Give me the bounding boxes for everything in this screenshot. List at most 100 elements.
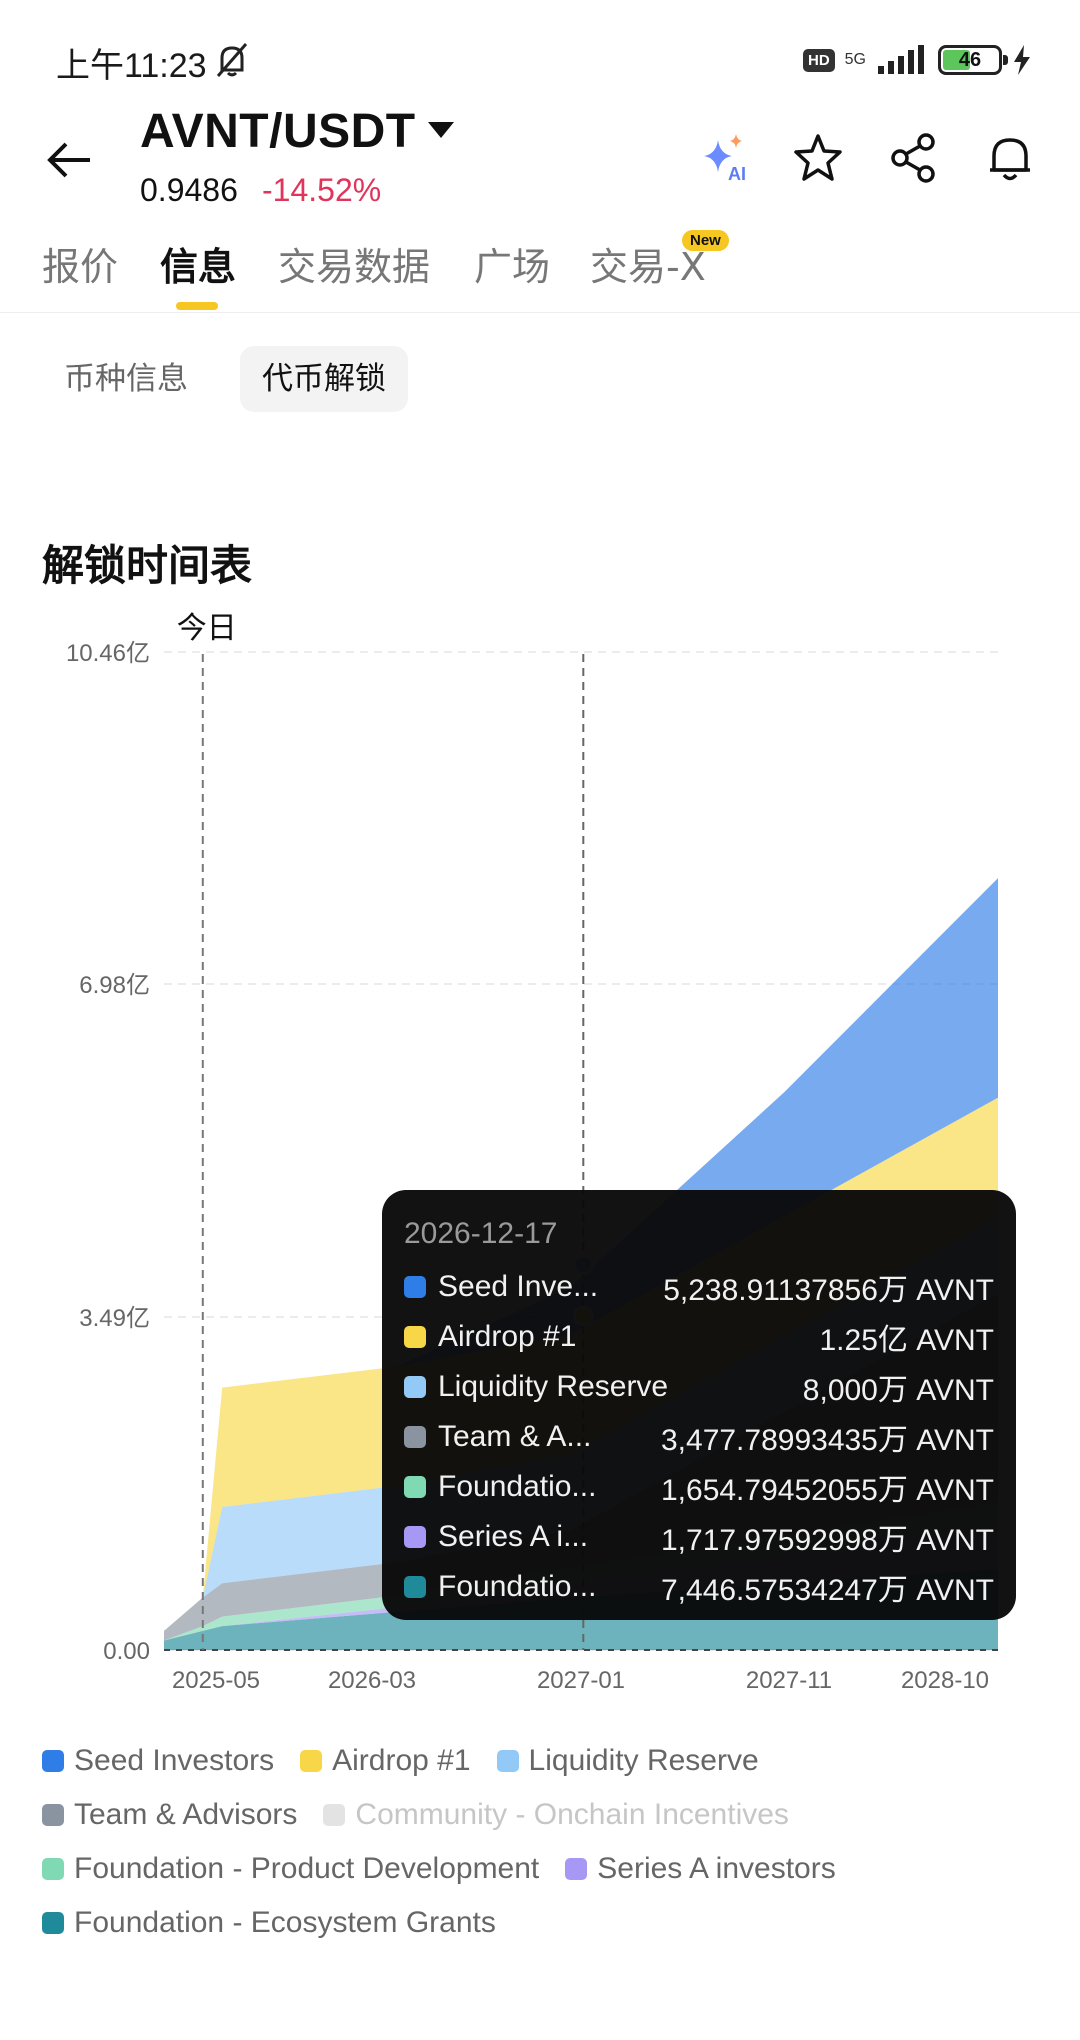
x-tick-label: 2027-11 bbox=[746, 1667, 832, 1694]
tooltip-series-value: 5,238.91137856万 AVNT bbox=[663, 1274, 994, 1307]
legend-label: Airdrop #1 bbox=[332, 1744, 471, 1777]
tooltip-swatch bbox=[404, 1526, 426, 1548]
ai-sparkle-icon[interactable]: AI bbox=[696, 130, 752, 186]
legend-item[interactable]: Series A investors bbox=[565, 1852, 836, 1886]
tab-trading-data[interactable]: 交易数据 bbox=[278, 245, 431, 289]
tooltip-row: Team & A... 3,477.78993435万 AVNT bbox=[404, 1412, 994, 1462]
chart-legend: Seed Investors Airdrop #1 Liquidity Reserv… bbox=[42, 1734, 1042, 1950]
legend-item[interactable]: Liquidity Reserve bbox=[496, 1744, 759, 1778]
tooltip-row: Foundatio... 7,446.57534247万 AVNT bbox=[404, 1562, 994, 1612]
legend-swatch bbox=[42, 1858, 64, 1880]
main-tabs: 报价 信息 交易数据 广场 交易-X bbox=[0, 220, 1080, 313]
legend-label: Community - Onchain Incentives bbox=[355, 1798, 789, 1831]
network-label: 5G bbox=[844, 51, 866, 68]
legend-label: Liquidity Reserve bbox=[528, 1744, 759, 1777]
y-tick-label: 6.98亿 bbox=[79, 972, 150, 999]
back-arrow-icon[interactable] bbox=[46, 136, 94, 184]
y-tick-label: 3.49亿 bbox=[79, 1305, 150, 1332]
legend-item[interactable]: Foundation - Product Development bbox=[42, 1852, 539, 1886]
tooltip-series-value: 3,477.78993435万 AVNT bbox=[660, 1424, 994, 1457]
last-price: 0.9486 bbox=[140, 172, 238, 208]
star-icon[interactable] bbox=[790, 130, 846, 186]
legend-item[interactable]: Foundation - Ecosystem Grants bbox=[42, 1906, 496, 1940]
legend-item[interactable]: Seed Investors bbox=[42, 1744, 274, 1778]
chart-tooltip: 2026-12-17 Seed Inve... 5,238.91137856万 A… bbox=[382, 1190, 1016, 1620]
legend-label: Series A investors bbox=[597, 1852, 836, 1885]
today-label: 今日 bbox=[177, 611, 237, 646]
price-change: -14.52% bbox=[262, 172, 382, 208]
legend-swatch bbox=[496, 1750, 519, 1772]
status-time: 上午11:23 bbox=[56, 47, 207, 85]
tooltip-series-name: Foundatio... bbox=[438, 1470, 597, 1503]
tooltip-row: Airdrop #1 1.25亿 AVNT bbox=[404, 1312, 994, 1362]
legend-row: Foundation - Product Development Series A… bbox=[42, 1842, 1042, 1896]
unlock-schedule-title: 解锁时间表 bbox=[42, 541, 253, 590]
signal-icon bbox=[878, 45, 924, 74]
legend-label: Foundation - Product Development bbox=[74, 1852, 540, 1885]
tab-info[interactable]: 信息 bbox=[160, 245, 237, 289]
tab-square[interactable]: 广场 bbox=[474, 245, 551, 289]
tooltip-series-name: Airdrop #1 bbox=[438, 1320, 577, 1353]
tooltip-swatch bbox=[404, 1376, 426, 1398]
tooltip-series-name: Liquidity Reserve bbox=[438, 1370, 669, 1403]
tooltip-row: Series A i... 1,717.97592998万 AVNT bbox=[404, 1512, 994, 1562]
battery-level: 46 bbox=[958, 49, 982, 71]
x-tick-label: 2028-10 bbox=[901, 1667, 989, 1694]
tooltip-row: Foundatio... 1,654.79452055万 AVNT bbox=[404, 1462, 994, 1512]
bell-icon[interactable] bbox=[982, 130, 1038, 186]
share-icon[interactable] bbox=[886, 130, 942, 186]
x-tick-label: 2027-01 bbox=[537, 1667, 625, 1694]
legend-item[interactable]: Community - Onchain Incentives bbox=[323, 1798, 789, 1832]
new-badge: New bbox=[682, 230, 729, 251]
subtab-coin-info[interactable]: 币种信息 bbox=[64, 361, 188, 397]
legend-label: Foundation - Ecosystem Grants bbox=[74, 1906, 496, 1939]
legend-swatch bbox=[300, 1750, 323, 1772]
subtab-token-unlock[interactable]: 代币解锁 bbox=[240, 346, 408, 412]
tooltip-row: Seed Inve... 5,238.91137856万 AVNT bbox=[404, 1262, 994, 1312]
tooltip-swatch bbox=[404, 1276, 426, 1298]
tooltip-series-name: Seed Inve... bbox=[438, 1270, 599, 1303]
tooltip-series-name: Foundatio... bbox=[438, 1570, 597, 1603]
pair-dropdown-icon[interactable] bbox=[428, 122, 454, 138]
tooltip-series-name: Team & A... bbox=[438, 1420, 592, 1453]
tooltip-date: 2026-12-17 bbox=[404, 1217, 558, 1250]
pair-title[interactable]: AVNT/USDT bbox=[140, 105, 416, 158]
tab-quote[interactable]: 报价 bbox=[42, 245, 119, 289]
charging-icon bbox=[1014, 45, 1030, 75]
legend-row: Foundation - Ecosystem Grants bbox=[42, 1896, 1042, 1950]
legend-swatch bbox=[323, 1804, 346, 1826]
legend-swatch bbox=[42, 1804, 64, 1826]
tooltip-series-value: 1,717.97592998万 AVNT bbox=[660, 1524, 994, 1557]
tooltip-swatch bbox=[404, 1576, 426, 1598]
x-tick-label: 2025-05 bbox=[172, 1667, 260, 1694]
svg-text:AI: AI bbox=[728, 164, 746, 184]
legend-label: Team & Advisors bbox=[74, 1798, 298, 1831]
tooltip-swatch bbox=[404, 1426, 426, 1448]
tooltip-series-value: 1.25亿 AVNT bbox=[819, 1324, 994, 1357]
active-tab-indicator bbox=[176, 302, 218, 310]
tab-trade-x[interactable]: 交易-X bbox=[590, 245, 706, 289]
status-bar: 上午11:23 HD 5G 46 bbox=[0, 0, 1080, 120]
legend-label: Seed Investors bbox=[74, 1744, 275, 1777]
tooltip-swatch bbox=[404, 1476, 426, 1498]
status-indicators: HD 5G 46 bbox=[802, 38, 1032, 82]
y-tick-label: 10.46亿 bbox=[66, 640, 150, 667]
area-series bbox=[164, 1216, 998, 1631]
hd-badge: HD bbox=[802, 48, 835, 72]
tooltip-series-value: 8,000万 AVNT bbox=[802, 1374, 994, 1407]
bell-off-icon bbox=[216, 43, 248, 77]
legend-swatch bbox=[565, 1858, 588, 1880]
legend-swatch bbox=[42, 1750, 64, 1772]
tooltip-series-name: Series A i... bbox=[438, 1520, 589, 1553]
legend-item[interactable]: Airdrop #1 bbox=[300, 1744, 471, 1778]
tooltip-series-value: 7,446.57534247万 AVNT bbox=[660, 1574, 994, 1607]
tooltip-row: Liquidity Reserve 8,000万 AVNT bbox=[404, 1362, 994, 1412]
legend-item[interactable]: Team & Advisors bbox=[42, 1798, 297, 1832]
legend-swatch bbox=[42, 1912, 64, 1934]
battery-icon: 46 bbox=[938, 45, 1008, 75]
x-tick-label: 2026-03 bbox=[328, 1667, 416, 1694]
legend-row: Seed Investors Airdrop #1 Liquidity Reserv… bbox=[42, 1734, 1042, 1788]
legend-row: Team & Advisors Community - Onchain Incen… bbox=[42, 1788, 1042, 1842]
tooltip-swatch bbox=[404, 1326, 426, 1348]
y-tick-label: 0.00 bbox=[103, 1638, 150, 1665]
